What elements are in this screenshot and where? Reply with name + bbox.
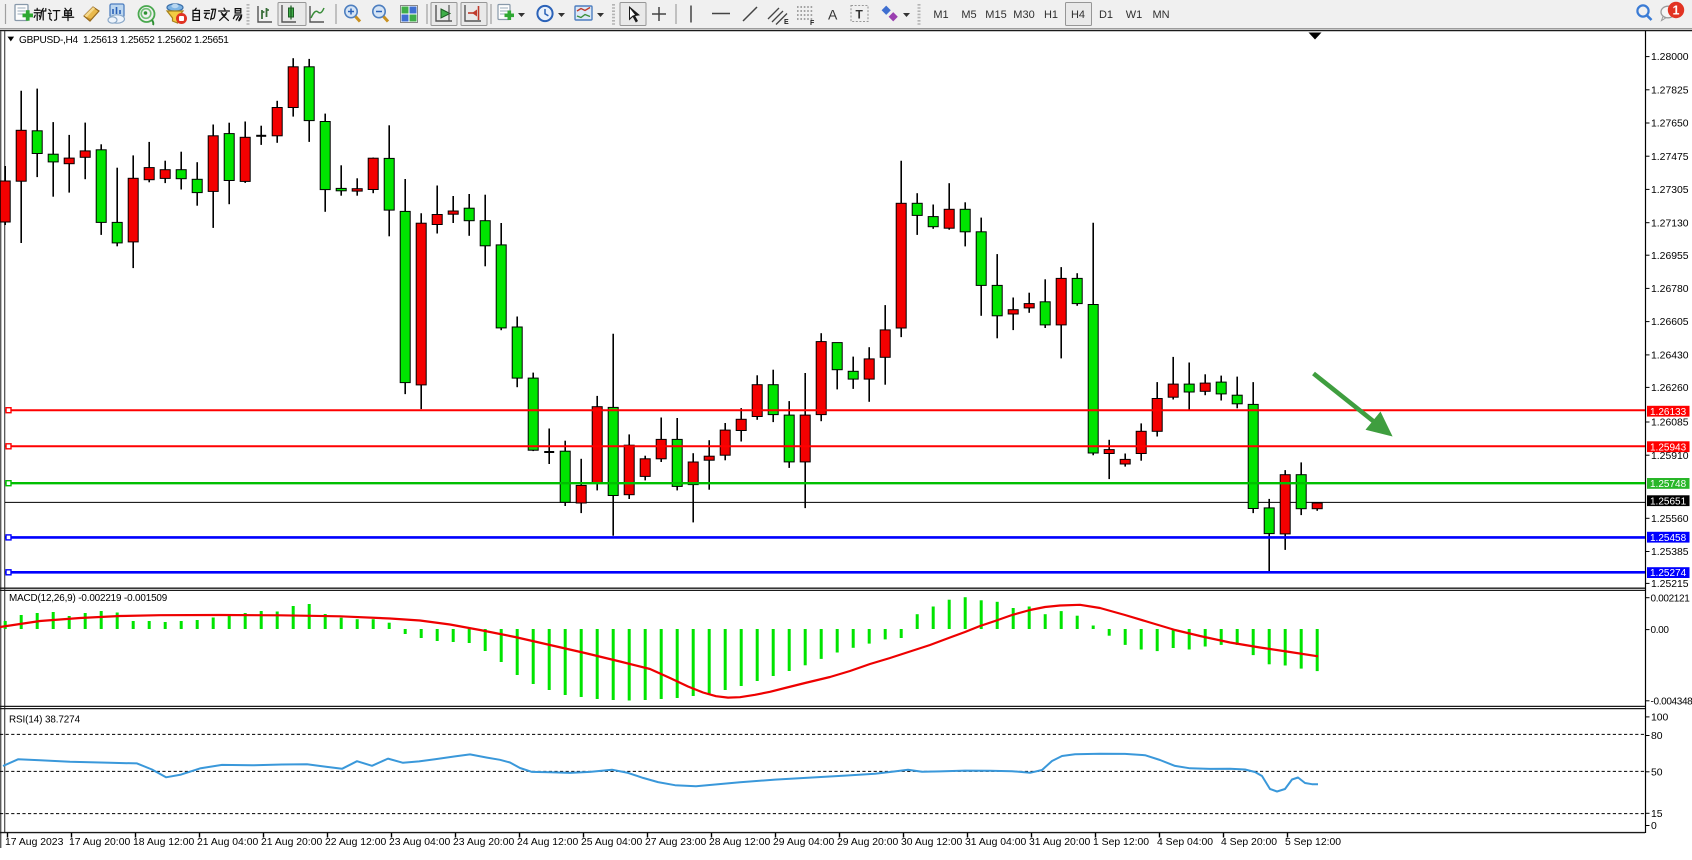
svg-text:50: 50: [1651, 767, 1663, 778]
svg-text:1.27650: 1.27650: [1651, 119, 1689, 130]
svg-text:31 Aug 20:00: 31 Aug 20:00: [1029, 837, 1090, 848]
svg-text:80: 80: [1651, 731, 1663, 742]
svg-text:4 Sep 20:00: 4 Sep 20:00: [1221, 837, 1277, 848]
svg-text:4 Sep 04:00: 4 Sep 04:00: [1157, 837, 1213, 848]
svg-text:17 Aug 20:00: 17 Aug 20:00: [69, 837, 130, 848]
svg-text:1.27475: 1.27475: [1651, 152, 1689, 163]
svg-text:21 Aug 04:00: 21 Aug 04:00: [197, 837, 258, 848]
svg-text:1.26133: 1.26133: [1650, 407, 1687, 418]
svg-text:30 Aug 12:00: 30 Aug 12:00: [901, 837, 962, 848]
svg-text:1.26430: 1.26430: [1651, 351, 1689, 362]
svg-text:1 Sep 12:00: 1 Sep 12:00: [1093, 837, 1149, 848]
svg-text:1.25943: 1.25943: [1650, 442, 1687, 453]
svg-text:18 Aug 12:00: 18 Aug 12:00: [133, 837, 194, 848]
svg-text:1.25458: 1.25458: [1650, 533, 1687, 544]
svg-text:22 Aug 12:00: 22 Aug 12:00: [325, 837, 386, 848]
svg-text:1.26085: 1.26085: [1651, 418, 1689, 429]
svg-text:1.27825: 1.27825: [1651, 85, 1689, 96]
svg-text:21 Aug 20:00: 21 Aug 20:00: [261, 837, 322, 848]
svg-text:1.27305: 1.27305: [1651, 185, 1689, 196]
svg-text:1.25215: 1.25215: [1651, 579, 1689, 590]
svg-text:29 Aug 20:00: 29 Aug 20:00: [837, 837, 898, 848]
svg-text:MN: MN: [1152, 9, 1169, 21]
svg-text:1.25274: 1.25274: [1650, 568, 1687, 579]
svg-text:17 Aug 2023: 17 Aug 2023: [5, 837, 64, 848]
svg-text:28 Aug 12:00: 28 Aug 12:00: [709, 837, 770, 848]
svg-text:1.26260: 1.26260: [1651, 383, 1689, 394]
svg-text:T: T: [856, 8, 864, 22]
svg-text:D1: D1: [1099, 9, 1113, 21]
svg-text:1.27130: 1.27130: [1651, 218, 1689, 229]
svg-text:1.25651: 1.25651: [1650, 496, 1687, 507]
svg-text:23 Aug 04:00: 23 Aug 04:00: [389, 837, 450, 848]
svg-text:27 Aug 23:00: 27 Aug 23:00: [645, 837, 706, 848]
svg-text:15: 15: [1651, 809, 1663, 820]
svg-text:1: 1: [1673, 4, 1680, 18]
svg-text:0: 0: [1651, 821, 1657, 832]
svg-text:M30: M30: [1013, 9, 1034, 21]
svg-text:0.002121: 0.002121: [1651, 593, 1691, 604]
svg-text:H4: H4: [1071, 9, 1085, 21]
svg-text:H1: H1: [1044, 9, 1058, 21]
svg-text:1.26605: 1.26605: [1651, 317, 1689, 328]
svg-text:E: E: [784, 19, 789, 26]
svg-text:MACD(12,26,9) -0.002219 -0.001: MACD(12,26,9) -0.002219 -0.001509: [9, 593, 168, 604]
svg-text:M1: M1: [933, 9, 948, 21]
svg-text:M5: M5: [961, 9, 976, 21]
svg-text:1.28000: 1.28000: [1651, 52, 1689, 63]
svg-text:-0.004348: -0.004348: [1651, 696, 1692, 707]
svg-text:0.00: 0.00: [1651, 625, 1670, 636]
svg-text:23 Aug 20:00: 23 Aug 20:00: [453, 837, 514, 848]
svg-text:25 Aug 04:00: 25 Aug 04:00: [581, 837, 642, 848]
svg-text:GBPUSD-,H4 1.25613 1.25652 1.: GBPUSD-,H4 1.25613 1.25652 1.25602 1.256…: [19, 35, 229, 46]
svg-text:1.26780: 1.26780: [1651, 284, 1689, 295]
svg-text:1.25560: 1.25560: [1651, 514, 1689, 525]
svg-text:24 Aug 12:00: 24 Aug 12:00: [517, 837, 578, 848]
svg-text:A: A: [828, 7, 838, 23]
svg-text:F: F: [810, 20, 815, 27]
svg-text:1.25385: 1.25385: [1651, 547, 1689, 558]
svg-text:100: 100: [1651, 713, 1669, 724]
svg-text:1.26955: 1.26955: [1651, 251, 1689, 262]
svg-text:W1: W1: [1126, 9, 1143, 21]
svg-text:31 Aug 04:00: 31 Aug 04:00: [965, 837, 1026, 848]
svg-text:5 Sep 12:00: 5 Sep 12:00: [1285, 837, 1341, 848]
svg-text:M15: M15: [985, 9, 1006, 21]
svg-text:29 Aug 04:00: 29 Aug 04:00: [773, 837, 834, 848]
svg-text:RSI(14) 38.7274: RSI(14) 38.7274: [9, 715, 81, 726]
svg-text:1.25748: 1.25748: [1650, 479, 1687, 490]
